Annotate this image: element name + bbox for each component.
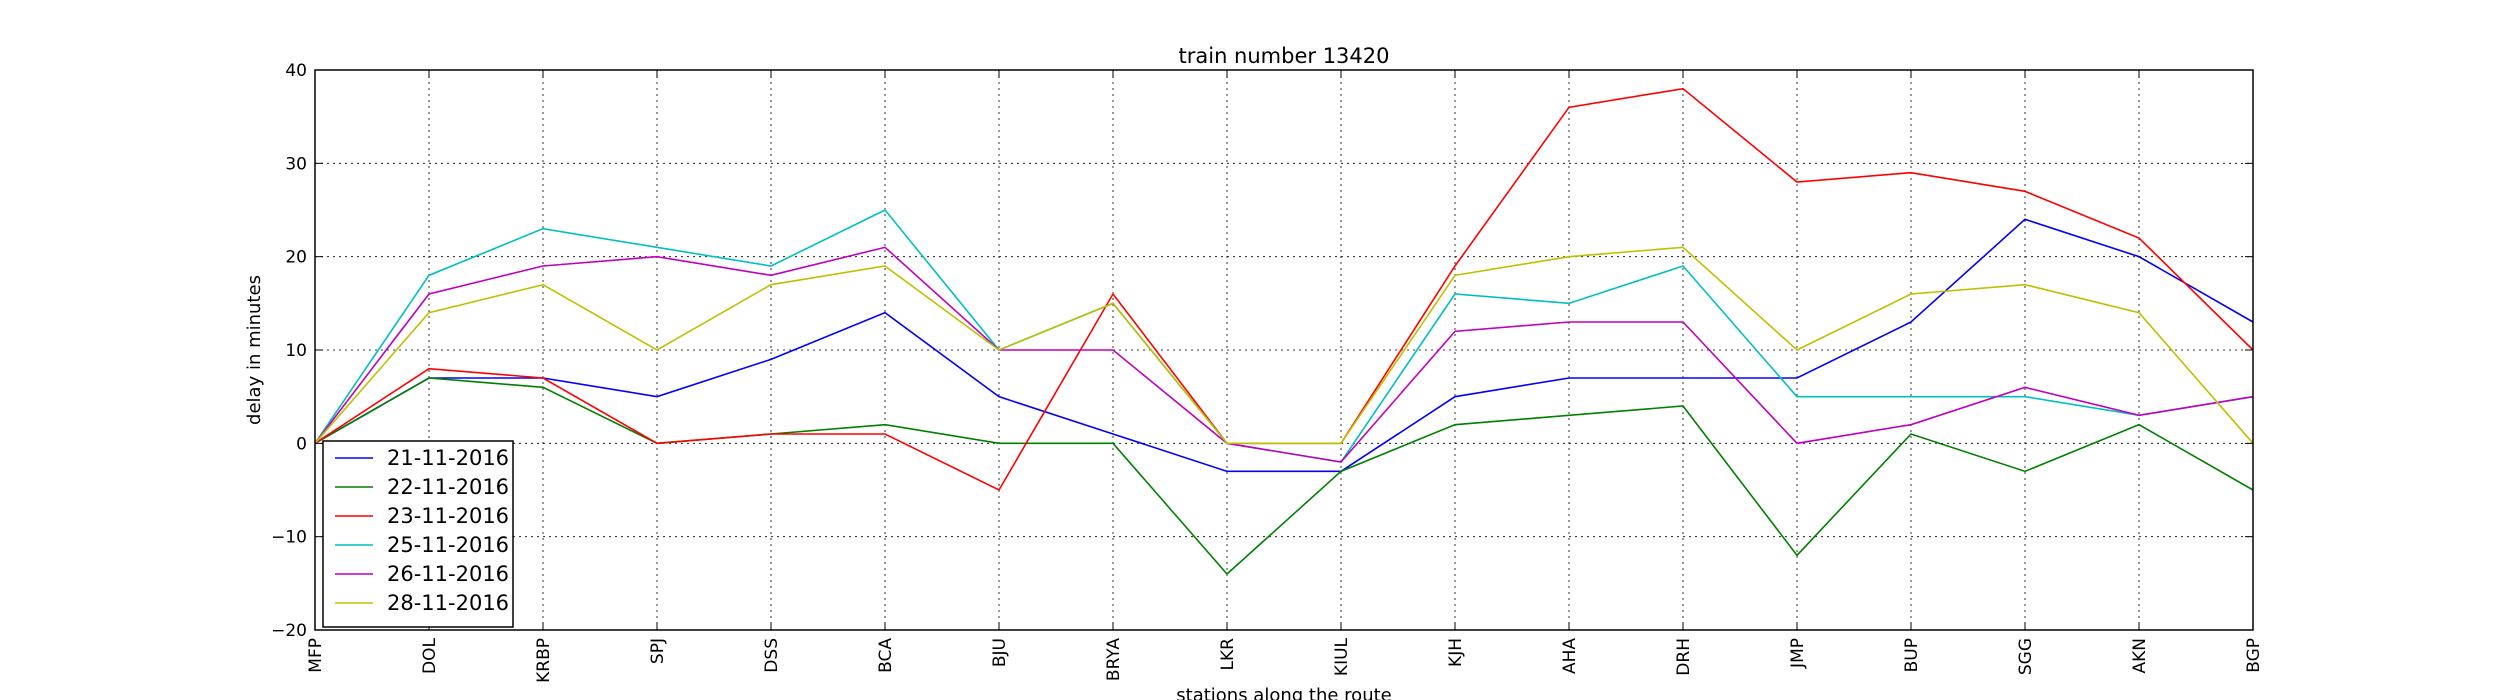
y-tick-label: 10 — [285, 341, 307, 361]
y-axis-label: delay in minutes — [244, 275, 265, 425]
x-tick-label: BRYA — [1104, 638, 1124, 681]
legend-label: 22-11-2016 — [387, 475, 509, 499]
x-tick-label: BUP — [1902, 638, 1922, 672]
legend: 21-11-2016 22-11-2016 23-11-2016 25-11-2016… — [322, 440, 514, 628]
x-tick-label: DOL — [420, 637, 440, 673]
x-tick-label: LKR — [1218, 638, 1238, 671]
x-tick-label: BGP — [2244, 638, 2264, 673]
x-tick-label: SPJ — [648, 638, 668, 664]
x-tick-label: AHA — [1560, 638, 1580, 674]
x-tick-label: KIUL — [1332, 637, 1352, 676]
y-tick-label: 40 — [285, 61, 307, 81]
x-tick-label: SGG — [2016, 638, 2036, 675]
y-tick-label: 20 — [285, 248, 307, 268]
x-tick-label: MFP — [306, 638, 326, 673]
x-tick-label: AKN — [2130, 638, 2150, 674]
legend-label: 25-11-2016 — [387, 533, 509, 557]
series-line-25-11-2016 — [314, 209, 2254, 463]
x-tick-label: KRBP — [534, 638, 554, 683]
y-axis-ticks: 40 30 20 10 0 −10 −20 — [271, 61, 2253, 641]
x-tick-label: KJH — [1446, 638, 1466, 667]
plot-frame — [314, 69, 2254, 631]
x-axis-ticks: MFP DOL KRBP SPJ DSS BCA BJU BRYA LKR KIUL KJH AHA D… — [306, 70, 2264, 683]
y-tick-label: −20 — [271, 621, 307, 641]
series-line-28-11-2016 — [314, 246, 2254, 445]
y-tick-label: 0 — [296, 434, 307, 454]
series-lines — [314, 87, 2254, 576]
legend-label: 28-11-2016 — [387, 591, 509, 615]
y-tick-label: −10 — [271, 528, 307, 548]
x-tick-label: DRH — [1674, 638, 1694, 676]
series-line-21-11-2016 — [314, 218, 2254, 473]
series-line-26-11-2016 — [314, 246, 2254, 463]
legend-label: 21-11-2016 — [387, 446, 509, 470]
x-tick-label: JMP — [1788, 638, 1808, 669]
series-line-22-11-2016 — [314, 377, 2254, 576]
legend-box — [322, 440, 514, 628]
x-tick-label: DSS — [762, 638, 782, 673]
chart-title: train number 13420 — [1179, 44, 1390, 68]
legend-label: 23-11-2016 — [387, 504, 509, 528]
x-tick-label: BJU — [990, 638, 1010, 667]
y-tick-label: 30 — [285, 154, 307, 174]
legend-label: 26-11-2016 — [387, 562, 509, 586]
grid-lines — [315, 70, 2253, 630]
x-axis-label: stations along the route — [1176, 685, 1391, 700]
x-tick-label: BCA — [876, 638, 896, 673]
